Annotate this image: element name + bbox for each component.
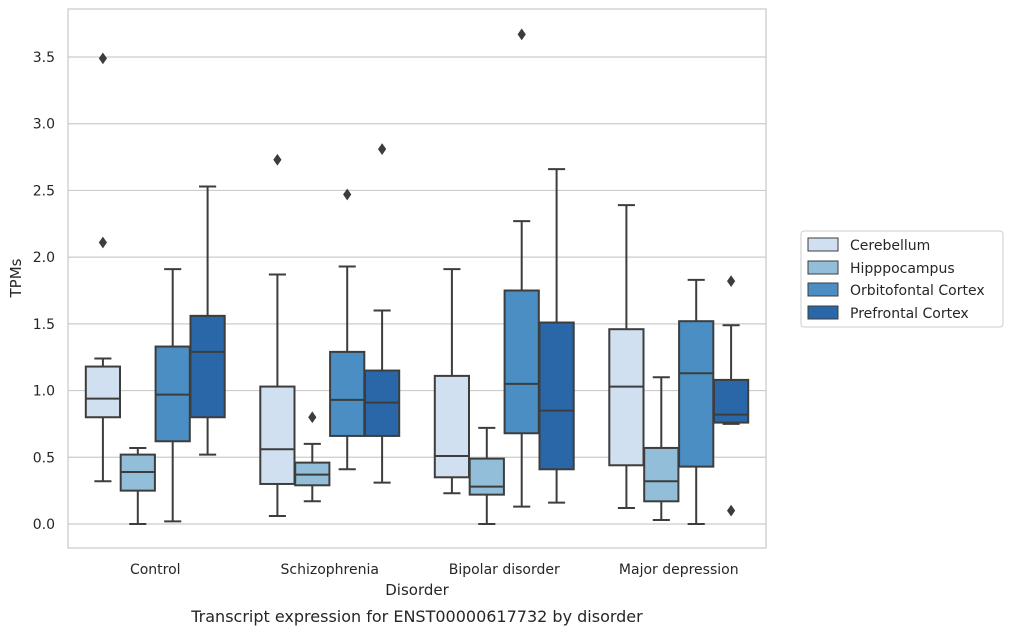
y-axis-title: TPMs: [7, 258, 25, 298]
x-tick-label: Control: [130, 562, 181, 578]
box: [608, 328, 645, 467]
legend-swatch-prefrontal: [807, 305, 839, 320]
outlier-point: [726, 275, 736, 288]
y-tick-label: 3.0: [33, 117, 55, 133]
y-tick-label: 0.5: [33, 450, 55, 466]
legend-swatch-hippocampus: [807, 260, 839, 275]
legend-label-orbitofrontal: Orbitofontal Cortex: [850, 283, 985, 299]
y-tick-label: 1.0: [33, 384, 55, 400]
box: [433, 374, 471, 479]
outlier-point: [343, 188, 352, 201]
legend-swatch-cerebellum: [807, 237, 839, 252]
box: [503, 289, 540, 435]
box-series-3: [154, 28, 715, 525]
legend-label-prefrontal: Prefrontal Cortex: [850, 306, 969, 322]
legend-label-hippocampus: Hipppocampus: [850, 261, 955, 277]
box: [189, 314, 226, 419]
outlier-point: [377, 143, 387, 155]
outlier-point: [308, 411, 317, 424]
outlier-point: [517, 28, 526, 41]
outlier-point: [273, 153, 282, 166]
box: [538, 321, 575, 471]
legend-label-cerebellum: Cerebellum: [850, 238, 930, 254]
x-tick-labels: Control Schizophrenia Bipolar disorder Majo…: [130, 562, 739, 578]
box-series-2: [119, 376, 680, 525]
box: [468, 457, 505, 496]
y-tick-label: 0.0: [33, 517, 55, 533]
box-series: [84, 28, 750, 525]
box: [712, 378, 750, 424]
legend-frame: [800, 230, 1004, 328]
outlier-point: [98, 236, 108, 249]
box-series-1: [84, 52, 645, 517]
box-series-4: [189, 143, 750, 517]
plot-frame: [67, 8, 767, 549]
outlier-point: [98, 52, 108, 65]
x-tick-label: Major depression: [619, 562, 739, 578]
y-tick-labels: 0.0 0.5 1.0 1.5 2.0 2.5 3.0 3.5: [33, 50, 55, 533]
x-tick-label: Schizophrenia: [281, 562, 379, 578]
y-tick-label: 2.5: [33, 183, 55, 199]
outlier-point: [726, 504, 736, 517]
box: [84, 365, 122, 419]
legend: Cerebellum Hipppocampus Orbitofontal Cor…: [800, 230, 1004, 328]
x-tick-label: Bipolar disorder: [449, 562, 560, 578]
box: [678, 320, 715, 468]
chart-caption: Transcript expression for ENST0000061773…: [190, 607, 643, 626]
box: [643, 446, 680, 503]
x-axis-title: Disorder: [385, 581, 449, 599]
legend-swatch-orbitofrontal: [807, 282, 839, 297]
box: [259, 385, 296, 485]
y-tick-label: 3.5: [33, 50, 55, 66]
box: [329, 350, 366, 437]
y-tick-label: 2.0: [33, 250, 55, 266]
y-tick-label: 1.5: [33, 317, 55, 333]
